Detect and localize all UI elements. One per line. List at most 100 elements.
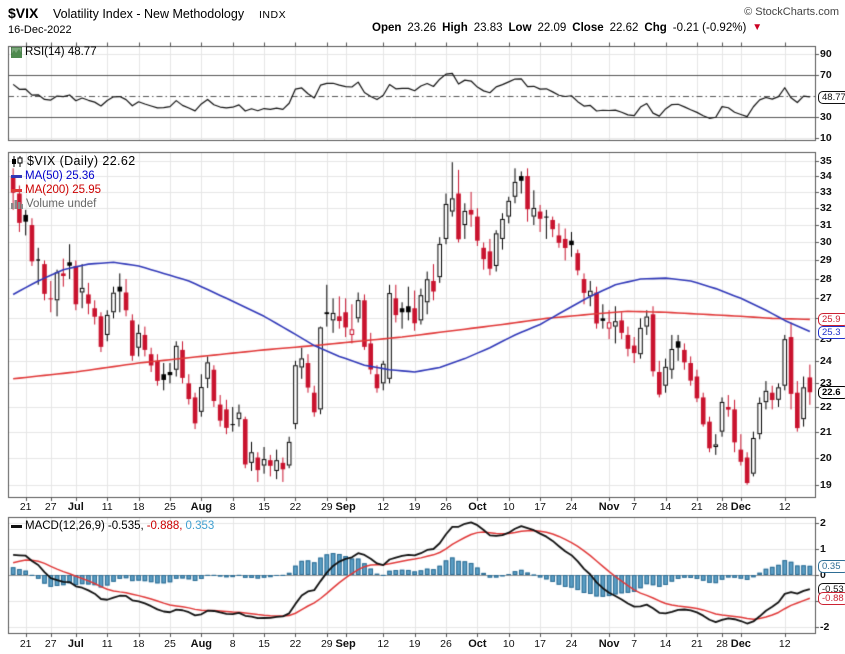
close-value-bubble: 22.6 (818, 386, 845, 400)
volume-bars-icon (11, 200, 23, 209)
date-axis-label: 29 (320, 501, 333, 513)
rsi-y-tick-label: 10 (820, 131, 832, 144)
date-axis-label: 26 (440, 637, 452, 650)
date-axis-label: 11 (101, 501, 113, 513)
main-y-tick-label: 25 (820, 333, 832, 346)
date-axis-label: 22 (289, 637, 302, 650)
date-axis-label: 12 (778, 637, 791, 650)
date-axis-label: 24 (565, 637, 578, 650)
macd-hist-bubble-arrow (818, 562, 819, 570)
date-axis-label: 25 (164, 637, 176, 650)
ma200-value-bubble-arrow (818, 315, 819, 323)
date-axis-label: Oct (468, 501, 487, 513)
main-y-tick-label: 19 (820, 478, 832, 491)
main-y-tick-label: 30 (820, 236, 832, 249)
main-y-tick-label: 21 (820, 425, 832, 438)
date-axis-label: 10 (502, 501, 515, 513)
macd-signal-value: -0.888, (146, 520, 183, 532)
main-y-tick-label: 27 (820, 292, 832, 305)
volume-legend-label: Volume undef (26, 198, 97, 210)
main-y-tick-label: 35 (820, 154, 832, 167)
date-axis-label: 21 (691, 637, 703, 650)
date-axis-label: 8 (229, 501, 236, 513)
ma50-value-bubble-arrow (818, 328, 819, 336)
date-axis-label: Nov (598, 637, 620, 650)
main-legend-symbol-row: $VIX (Daily) 22.62 (11, 154, 136, 168)
date-axis-label: 18 (132, 501, 145, 513)
main-y-tick-label: 31 (820, 219, 832, 232)
date-axis-label: 12 (377, 637, 390, 650)
ma200-legend-label: MA(200) 25.95 (25, 184, 102, 196)
date-axis-label: 17 (534, 501, 546, 513)
macd-legend: MACD(12,26,9) -0.535, -0.888, 0.353 (11, 520, 214, 532)
copyright: © StockCharts.com (744, 6, 839, 18)
rsi-y-tick-label: 70 (820, 68, 832, 81)
date-axis-label: 19 (408, 637, 421, 650)
ma200-value-bubble: 25.9 (818, 313, 845, 327)
macd-legend-name: MACD(12,26,9) (25, 520, 105, 532)
date-axis-label: 15 (258, 637, 270, 650)
main-y-tick-label: 24 (820, 354, 832, 367)
date-axis-label: Sep (335, 637, 356, 650)
main-legend-symbol: $VIX (Daily) 22.62 (27, 154, 136, 168)
main-y-tick-label: 23 (820, 377, 832, 390)
rsi-y-tick-label: 30 (820, 110, 832, 123)
date-axis-label: Oct (468, 637, 487, 650)
date-axis-label: 17 (534, 637, 546, 650)
open-label: Open (372, 22, 402, 34)
main-y-tick-label: 29 (820, 254, 832, 267)
date-axis-label: Jul (67, 637, 84, 650)
ma50-legend-label: MA(50) 25.36 (25, 170, 95, 182)
macd-line-icon (11, 524, 22, 528)
rsi-legend-label: RSI(14) 48.77 (25, 46, 97, 58)
rsi-legend: RSI(14) 48.77 (11, 46, 97, 58)
exchange-label: INDX (259, 9, 287, 21)
ma50-legend: MA(50) 25.36 (11, 170, 95, 182)
date-axis-label: 11 (101, 637, 113, 650)
date-axis-label: 21 (19, 501, 32, 513)
low-value: 22.09 (537, 22, 567, 34)
date-axis-label: 18 (132, 637, 145, 650)
date-axis-label: 10 (502, 637, 515, 650)
ma200-legend: MA(200) 25.95 (11, 184, 101, 196)
chg-label: Chg (644, 22, 667, 34)
date-axis-label: 21 (691, 501, 703, 513)
rsi-indicator-icon (11, 46, 22, 58)
main-y-tick-label: 22 (820, 400, 832, 413)
main-y-tick-label: 20 (820, 451, 832, 464)
date-axis-label: 25 (164, 501, 176, 513)
high-value: 23.83 (473, 22, 503, 34)
date-axis-label: 21 (19, 637, 32, 650)
candlestick-icon (12, 155, 23, 167)
chart-title: Volatility Index - New Methodology (53, 7, 245, 21)
macd-y-tick-label: 0 (820, 569, 826, 581)
macd-hist-bubble: 0.35 (818, 559, 845, 573)
date-axis-label: 27 (44, 637, 57, 650)
ma200-line-icon (11, 188, 22, 192)
rsi-y-tick-label: 90 (820, 47, 832, 60)
macd-value: -0.535, (107, 520, 144, 532)
quote-row: Open 23.26 High 23.83 Low 22.09 Close 22… (372, 22, 762, 34)
main-y-tick-label: 33 (820, 185, 832, 198)
rsi-value-bubble: 48.77 (818, 90, 845, 104)
date-axis-label: 7 (631, 501, 638, 513)
rsi-value-bubble-arrow (818, 93, 819, 101)
date-axis-label: Dec (730, 637, 751, 650)
close-value: 22.62 (609, 22, 639, 34)
date-axis-label: 22 (289, 501, 302, 513)
date-axis-label: 14 (659, 637, 672, 650)
chg-value: -0.21 (-0.92%) (672, 22, 747, 34)
date-axis-label: 15 (258, 501, 270, 513)
volume-legend: Volume undef (11, 198, 96, 210)
date-axis-label: 12 (377, 501, 390, 513)
date-axis-label: Nov (598, 501, 620, 513)
symbol-ticker: $VIX (8, 5, 39, 21)
macd-y-tick-label: 2 (820, 517, 826, 529)
change-down-triangle-icon: ▼ (752, 22, 763, 33)
date-axis-label: Jul (67, 501, 84, 513)
date-axis-label: Dec (730, 501, 751, 513)
close-label: Close (572, 22, 604, 34)
date-axis-label: 12 (778, 501, 791, 513)
